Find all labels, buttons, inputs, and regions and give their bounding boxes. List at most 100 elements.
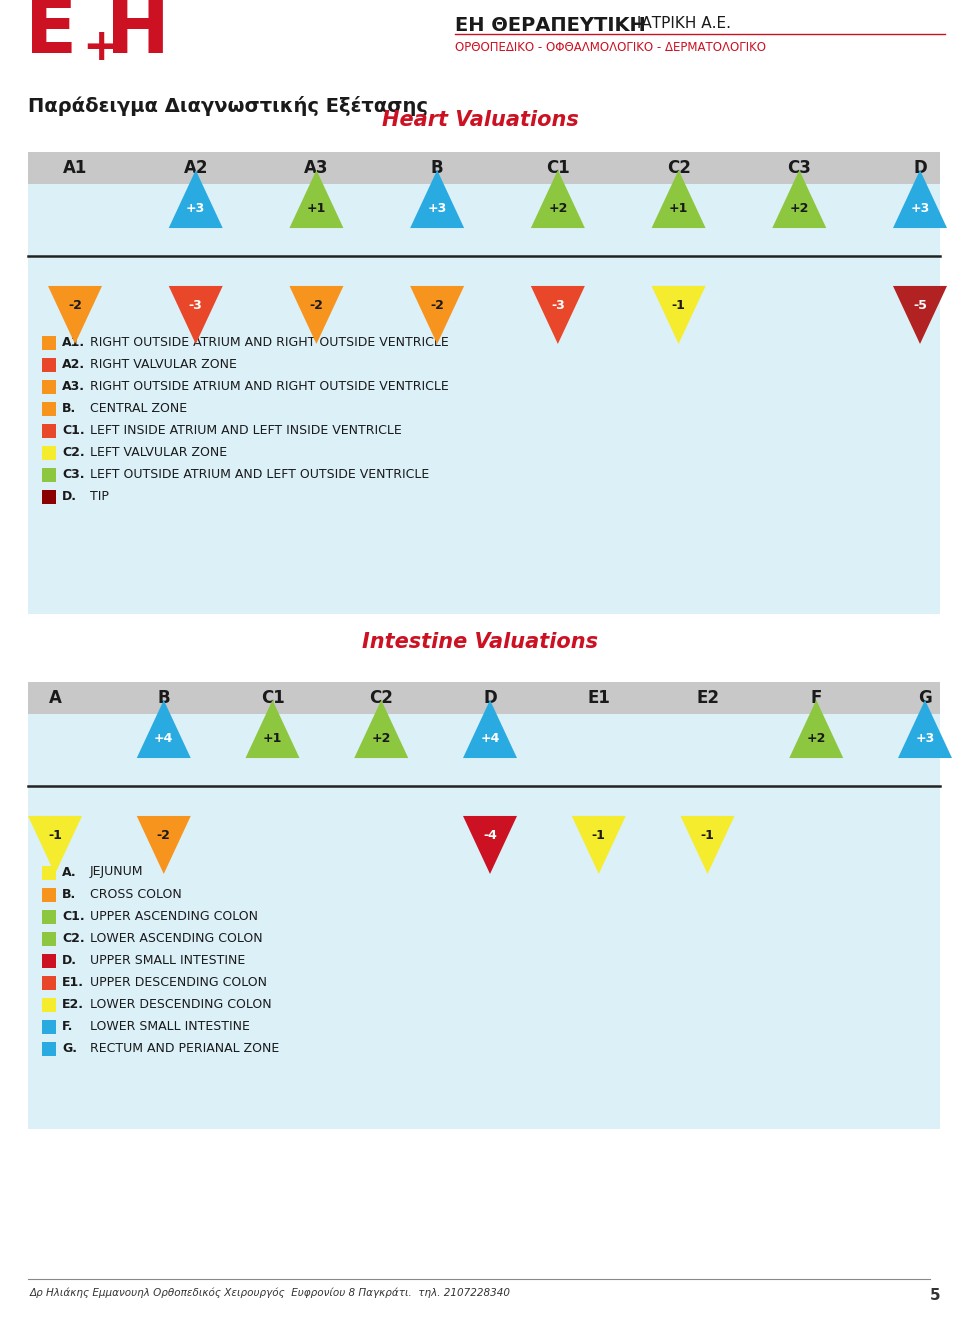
Text: UPPER DESCENDING COLON: UPPER DESCENDING COLON	[90, 976, 267, 989]
Bar	[42, 932, 56, 947]
Bar	[28, 152, 940, 184]
Bar	[42, 380, 56, 395]
Bar	[42, 1042, 56, 1057]
Text: -2: -2	[68, 299, 82, 312]
Text: E: E	[25, 0, 77, 69]
Text: +3: +3	[427, 201, 446, 214]
Text: +4: +4	[480, 732, 500, 745]
Polygon shape	[893, 286, 947, 344]
Text: A.: A.	[62, 866, 77, 879]
Text: CROSS COLON: CROSS COLON	[90, 887, 181, 900]
Polygon shape	[893, 169, 947, 228]
Polygon shape	[531, 169, 585, 228]
Bar	[42, 1019, 56, 1034]
Text: A2: A2	[183, 159, 208, 177]
Text: -1: -1	[672, 299, 685, 312]
Text: RIGHT VALVULAR ZONE: RIGHT VALVULAR ZONE	[90, 357, 237, 371]
Polygon shape	[531, 286, 585, 344]
Bar	[42, 467, 56, 482]
Text: +3: +3	[186, 201, 205, 214]
Polygon shape	[652, 286, 706, 344]
Polygon shape	[463, 700, 517, 759]
Text: +1: +1	[669, 201, 688, 214]
Text: B.: B.	[62, 887, 76, 900]
Bar	[42, 446, 56, 459]
Bar	[42, 976, 56, 990]
Text: Heart Valuations: Heart Valuations	[382, 110, 578, 130]
Text: RIGHT OUTSIDE ATRIUM AND RIGHT OUTSIDE VENTRICLE: RIGHT OUTSIDE ATRIUM AND RIGHT OUTSIDE V…	[90, 335, 448, 348]
Text: E2.: E2.	[62, 997, 84, 1010]
Text: D.: D.	[62, 953, 77, 967]
Text: EH ΘΕΡΑΠΕΥΤΙΚΗ: EH ΘΕΡΑΠΕΥΤΙΚΗ	[455, 16, 646, 34]
Text: +2: +2	[372, 732, 391, 745]
Text: C1: C1	[546, 159, 569, 177]
Polygon shape	[463, 816, 517, 874]
Text: -1: -1	[591, 829, 606, 842]
Text: +1: +1	[263, 732, 282, 745]
Polygon shape	[169, 286, 223, 344]
Polygon shape	[48, 286, 102, 344]
Bar	[42, 424, 56, 438]
Polygon shape	[898, 700, 952, 759]
Bar	[42, 888, 56, 902]
Text: LEFT INSIDE ATRIUM AND LEFT INSIDE VENTRICLE: LEFT INSIDE ATRIUM AND LEFT INSIDE VENTR…	[90, 424, 401, 437]
Bar	[42, 910, 56, 924]
Bar	[28, 682, 940, 714]
Text: LEFT OUTSIDE ATRIUM AND LEFT OUTSIDE VENTRICLE: LEFT OUTSIDE ATRIUM AND LEFT OUTSIDE VEN…	[90, 467, 429, 481]
Text: C1: C1	[260, 688, 284, 707]
Text: E2: E2	[696, 688, 719, 707]
Text: UPPER ASCENDING COLON: UPPER ASCENDING COLON	[90, 910, 258, 923]
Text: C3.: C3.	[62, 467, 84, 481]
Text: -2: -2	[430, 299, 444, 312]
Text: TIP: TIP	[90, 490, 108, 503]
Polygon shape	[410, 169, 464, 228]
Text: -4: -4	[483, 829, 497, 842]
Text: +1: +1	[307, 201, 326, 214]
Text: -5: -5	[913, 299, 927, 312]
Text: +3: +3	[910, 201, 929, 214]
Polygon shape	[789, 700, 843, 759]
Text: JEJUNUM: JEJUNUM	[90, 866, 143, 879]
Text: A: A	[49, 688, 61, 707]
Text: C2.: C2.	[62, 445, 84, 458]
Text: D: D	[913, 159, 926, 177]
Text: RECTUM AND PERIANAL ZONE: RECTUM AND PERIANAL ZONE	[90, 1042, 279, 1054]
Text: A2.: A2.	[62, 357, 85, 371]
Bar	[42, 955, 56, 968]
Text: +: +	[82, 26, 119, 69]
Text: Δρ Ηλιάκης Εμμανουηλ Ορθοπεδικός Χειρουργός  Ευφρονίου 8 Παγκράτι.  τηλ. 2107228: Δρ Ηλιάκης Εμμανουηλ Ορθοπεδικός Χειρουρ…	[30, 1288, 511, 1299]
Text: Intestine Valuations: Intestine Valuations	[362, 632, 598, 651]
Text: Παράδειγμα Διαγνωστικής Εξέτασης: Παράδειγμα Διαγνωστικής Εξέτασης	[28, 97, 428, 117]
Text: A1: A1	[62, 159, 87, 177]
Text: +2: +2	[789, 201, 809, 214]
Bar	[42, 402, 56, 416]
Bar	[28, 152, 940, 614]
Text: C2: C2	[370, 688, 394, 707]
Text: B.: B.	[62, 401, 76, 414]
Text: D: D	[483, 688, 497, 707]
Polygon shape	[289, 169, 344, 228]
Polygon shape	[136, 700, 191, 759]
Text: -3: -3	[551, 299, 564, 312]
Bar	[42, 866, 56, 880]
Text: G.: G.	[62, 1042, 77, 1054]
Polygon shape	[246, 700, 300, 759]
Polygon shape	[772, 169, 827, 228]
Polygon shape	[28, 816, 82, 874]
Polygon shape	[681, 816, 734, 874]
Text: LOWER SMALL INTESTINE: LOWER SMALL INTESTINE	[90, 1019, 250, 1033]
Text: C2.: C2.	[62, 932, 84, 944]
Text: +2: +2	[806, 732, 826, 745]
Text: UPPER SMALL INTESTINE: UPPER SMALL INTESTINE	[90, 953, 245, 967]
Text: +2: +2	[548, 201, 567, 214]
Text: RIGHT OUTSIDE ATRIUM AND RIGHT OUTSIDE VENTRICLE: RIGHT OUTSIDE ATRIUM AND RIGHT OUTSIDE V…	[90, 380, 448, 392]
Text: E1: E1	[588, 688, 611, 707]
Text: LOWER DESCENDING COLON: LOWER DESCENDING COLON	[90, 997, 272, 1010]
Bar	[42, 998, 56, 1012]
Text: -3: -3	[189, 299, 203, 312]
Text: A3: A3	[304, 159, 328, 177]
Polygon shape	[410, 286, 464, 344]
Text: C2: C2	[666, 159, 690, 177]
Text: A3.: A3.	[62, 380, 85, 392]
Text: C1.: C1.	[62, 424, 84, 437]
